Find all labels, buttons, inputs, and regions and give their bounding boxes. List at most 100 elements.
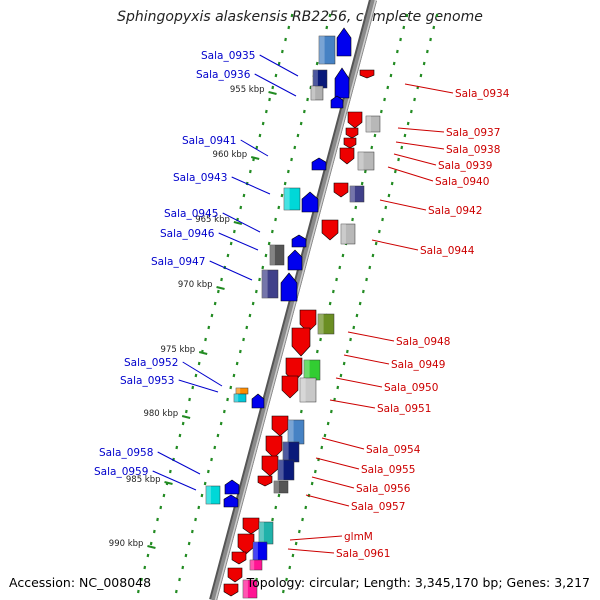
map-title: Sphingopyxis alaskensis RB2256, complete… <box>117 9 483 25</box>
reverse-gene-label[interactable]: Sala_0954 <box>366 444 421 456</box>
forward-gene-callout-line <box>178 379 219 393</box>
forward-gene-label[interactable]: Sala_0952 <box>124 357 178 369</box>
forward-gene-box-shine <box>206 486 211 504</box>
forward-gene-label[interactable]: Sala_0958 <box>99 447 153 459</box>
scale-label: 990 kbp <box>109 539 144 549</box>
track-1-dot <box>184 553 188 558</box>
reverse-gene-label[interactable]: glmM <box>344 531 373 543</box>
reverse-gene-box <box>277 459 295 481</box>
track-0-dot <box>181 421 185 426</box>
reverse-gene-label[interactable]: Sala_0957 <box>351 501 405 513</box>
scale-label: 955 kbp <box>230 85 265 95</box>
reverse-gene-label[interactable]: Sala_0948 <box>396 336 450 348</box>
forward-gene-label[interactable]: Sala_0945 <box>164 208 218 220</box>
accession-text: Accession: NC_008048 <box>9 575 152 590</box>
track-3-dot <box>432 25 436 30</box>
reverse-gene <box>257 475 273 487</box>
track-2-dot <box>299 409 303 414</box>
reverse-gene <box>321 219 339 241</box>
reverse-gene-label[interactable]: Sala_0939 <box>438 160 492 172</box>
track-0-dot <box>290 13 294 18</box>
reverse-gene-label[interactable]: Sala_0951 <box>377 403 431 415</box>
track-2-dot <box>379 109 383 114</box>
track-0-dot <box>226 253 230 258</box>
reverse-gene-label[interactable]: Sala_0934 <box>455 88 510 100</box>
track-0-dot <box>287 25 291 30</box>
track-3-dot <box>345 349 349 354</box>
forward-gene <box>301 191 319 213</box>
track-2-dot <box>274 505 278 510</box>
reverse-gene-label[interactable]: Sala_0944 <box>420 245 475 257</box>
scale-label: 960 kbp <box>213 150 248 160</box>
forward-gene-label[interactable]: Sala_0959 <box>94 466 148 478</box>
forward-gene-box <box>318 35 336 65</box>
track-1-dot <box>296 133 300 138</box>
scale-tick <box>147 545 156 549</box>
reverse-gene-label[interactable]: Sala_0956 <box>356 483 411 495</box>
track-3-dot <box>429 37 432 42</box>
track-0-dot <box>280 49 284 54</box>
reverse-gene-label[interactable]: Sala_0949 <box>391 359 445 371</box>
forward-gene-callout-line <box>152 470 197 491</box>
track-1-dot <box>283 181 287 186</box>
reverse-gene-box <box>249 559 263 571</box>
reverse-gene-box-shine <box>318 314 324 334</box>
forward-gene-label[interactable]: Sala_0936 <box>196 69 251 81</box>
forward-gene-label[interactable]: Sala_0943 <box>173 172 227 184</box>
track-1-dot <box>280 193 284 198</box>
reverse-gene-label[interactable]: Sala_0940 <box>435 176 489 188</box>
track-3-dot <box>422 61 426 66</box>
reverse-gene <box>237 533 255 555</box>
forward-gene <box>223 494 239 508</box>
track-0-dot <box>210 313 214 318</box>
reverse-gene-box <box>299 377 317 403</box>
track-3-dot <box>288 565 292 570</box>
track-3-dot <box>403 133 407 138</box>
forward-gene-label[interactable]: Sala_0935 <box>201 50 255 62</box>
forward-gene-label[interactable]: Sala_0946 <box>160 228 215 240</box>
track-3-dot <box>339 373 343 378</box>
track-3-dot <box>291 553 295 558</box>
reverse-gene-label[interactable]: Sala_0942 <box>428 205 482 217</box>
reverse-gene-box <box>317 313 335 335</box>
reverse-gene-label[interactable]: Sala_0955 <box>361 464 415 476</box>
reverse-gene-callout-line <box>393 153 437 166</box>
track-0-dot <box>152 529 156 534</box>
forward-gene <box>291 234 307 248</box>
forward-gene-box <box>205 485 221 505</box>
track-0-dot <box>197 361 201 366</box>
track-3-dot <box>365 277 368 282</box>
forward-gene-box-shine <box>236 388 241 394</box>
reverse-gene-label[interactable]: Sala_0950 <box>384 382 438 394</box>
track-3-dot <box>297 529 301 534</box>
reverse-gene-label[interactable]: Sala_0937 <box>446 127 500 139</box>
reverse-gene-callout-line <box>379 199 427 211</box>
reverse-gene-label[interactable]: Sala_0961 <box>336 548 390 560</box>
reverse-gene <box>339 147 355 165</box>
track-3-dot <box>425 49 429 54</box>
track-1-dot <box>181 565 185 570</box>
track-1-dot <box>274 217 277 222</box>
track-0-dot <box>284 37 287 42</box>
track-0-dot <box>220 277 223 282</box>
reverse-gene-box-shine <box>341 224 346 244</box>
forward-gene-label[interactable]: Sala_0953 <box>120 375 174 387</box>
reverse-gene-box-shine <box>274 481 279 493</box>
reverse-gene-callout-line <box>395 141 445 150</box>
reverse-gene-label[interactable]: Sala_0938 <box>446 144 500 156</box>
track-1-dot <box>210 457 213 462</box>
track-1-dot <box>216 433 220 438</box>
track-1-dot <box>261 265 265 270</box>
track-3-dot <box>384 205 388 210</box>
reverse-gene <box>343 137 357 149</box>
reverse-gene-box-shine <box>278 460 284 480</box>
track-1-dot <box>213 445 217 450</box>
forward-gene-label[interactable]: Sala_0947 <box>151 256 205 268</box>
reverse-gene-box-shine <box>243 580 248 598</box>
reverse-gene-callout-line <box>387 166 434 182</box>
reverse-gene-callout-line <box>305 494 350 507</box>
forward-gene-label[interactable]: Sala_0941 <box>182 135 236 147</box>
reverse-gene-box-shine <box>304 360 310 380</box>
track-3-dot <box>320 445 324 450</box>
scale-tick <box>250 156 260 160</box>
